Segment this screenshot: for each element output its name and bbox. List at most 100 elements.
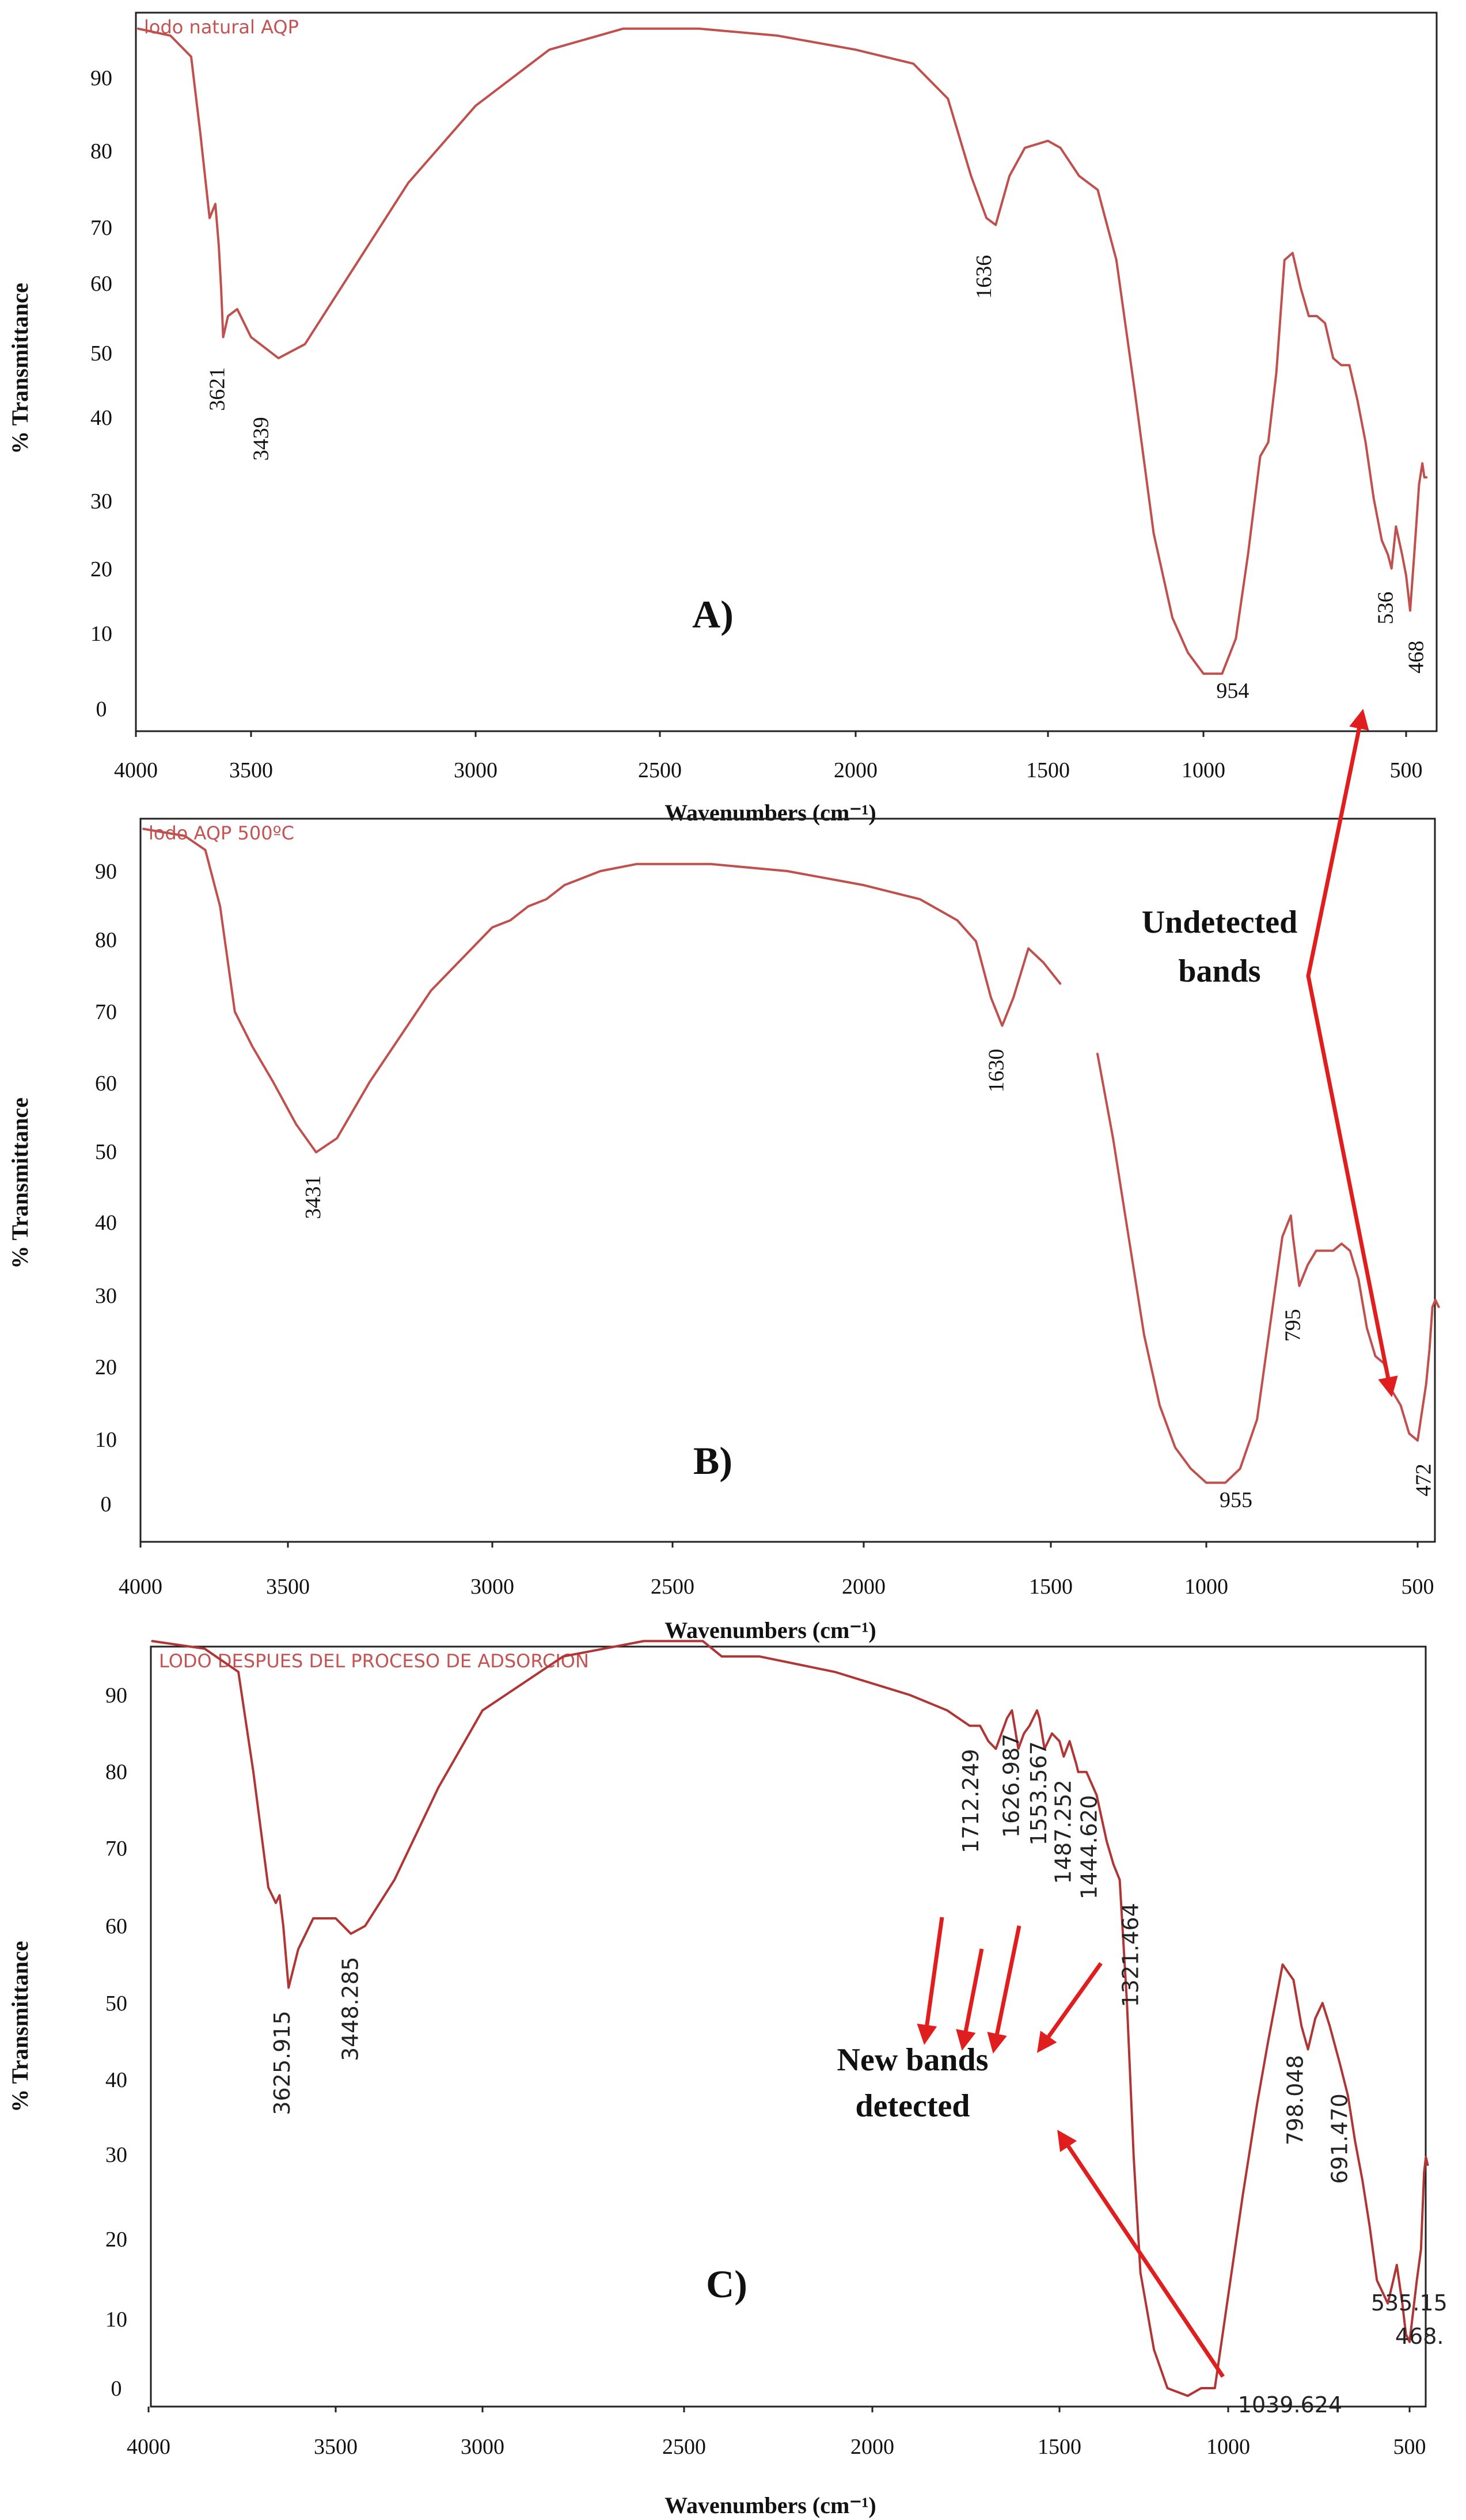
y-tick-label: 40: [105, 2068, 127, 2092]
y-axis-label: % Transmittance: [7, 1097, 33, 1268]
y-tick-label: 40: [90, 406, 112, 430]
peak-label: 1553.567: [1026, 1741, 1051, 1845]
y-tick-label: 0: [101, 1492, 112, 1516]
peak-label: 3448.285: [337, 1957, 363, 2061]
x-tick-label: 500: [1390, 758, 1423, 782]
undetected-bands-note: Undetected bands: [1142, 709, 1398, 1397]
spectrum-line-c-0: [151, 1640, 1429, 2397]
note-new-bands-line2: detected: [855, 2088, 970, 2124]
peak-label: 795: [1281, 1309, 1305, 1341]
panel-label: C): [706, 2262, 747, 2306]
x-tick-label: 4000: [114, 758, 158, 782]
spectrum-line-b-1: [1096, 1052, 1440, 1484]
x-tick-label: 3500: [229, 758, 273, 782]
x-tick-label: 3000: [454, 758, 497, 782]
y-tick-label: 70: [105, 1837, 127, 1861]
peak-label: 798.048: [1282, 2055, 1308, 2145]
y-tick-label: 80: [90, 139, 112, 164]
peak-label: 468.: [1395, 2324, 1444, 2349]
x-tick-label: 1000: [1182, 758, 1225, 782]
x-axis-label: Wavenumbers (cm⁻¹): [664, 2492, 876, 2518]
y-tick-label: 80: [95, 928, 117, 952]
y-tick-label: 30: [105, 2143, 127, 2167]
undetected-bands-arrow: [1306, 709, 1398, 1397]
y-axis-label: % Transmittance: [7, 283, 33, 454]
peak-label: 3625.915: [269, 2010, 295, 2115]
panel-label: A): [692, 592, 734, 636]
spectrum-line-b-0: [142, 827, 1062, 1154]
peak-label: 691.470: [1327, 2093, 1352, 2184]
y-tick-label: 30: [90, 489, 112, 514]
x-tick-label: 3500: [266, 1575, 310, 1599]
new-band-arrow-2: [956, 1948, 984, 2051]
y-tick-label: 0: [96, 697, 107, 721]
peak-label: 1630: [985, 1049, 1009, 1093]
new-band-arrow-3: [987, 1925, 1021, 2054]
x-tick-label: 4000: [119, 1575, 162, 1599]
peak-label: 1321.464: [1118, 1903, 1144, 2007]
y-tick-label: 20: [95, 1355, 117, 1379]
y-tick-label: 90: [105, 1683, 127, 1708]
new-bands-note: New bands detected: [837, 1917, 1225, 2378]
y-tick-label: 10: [105, 2308, 127, 2332]
plot-frame-c: [150, 1645, 1427, 2408]
y-tick-label: 70: [90, 216, 112, 240]
peak-label: 536: [1374, 591, 1398, 624]
peak-label: 1487.252: [1050, 1780, 1076, 1884]
plot-frame-b: [139, 818, 1436, 1543]
peak-label: 468: [1404, 641, 1429, 674]
peak-label: 1636: [972, 255, 996, 299]
peak-label: 3439: [249, 417, 274, 461]
panel-b: 0 10 20 30 40 50 60 70 80 90 4000 3500 3000 2500 2000 1…: [7, 818, 1440, 1643]
spectrum-title: LODO DESPUES DEL PROCESO DE ADSORCION: [159, 1650, 589, 1672]
panel-c: 0 10 20 30 40 50 60 70 80 90 4000 3500 3000 2500 2000 1…: [7, 1640, 1448, 2518]
y-tick-label: 50: [90, 341, 112, 366]
x-tick-label: 2000: [842, 1575, 886, 1599]
peak-label: 535.15: [1371, 2290, 1448, 2316]
y-tick-label: 60: [105, 1914, 127, 1939]
peak-label: 472: [1412, 1464, 1436, 1496]
x-tick-label: 3500: [314, 2435, 358, 2459]
y-tick-label: 0: [111, 2377, 122, 2401]
spectrum-line-a-0: [137, 27, 1428, 675]
y-tick-label: 50: [95, 1140, 117, 1164]
peak-label: 1444.620: [1076, 1795, 1102, 1899]
y-tick-label: 30: [95, 1284, 117, 1308]
x-tick-label: 1000: [1206, 2435, 1250, 2459]
x-tick-label: 500: [1393, 2435, 1426, 2459]
panel-a: 0 10 20 30 40 50 60 70 80 90 4000 3500 3000 2500 2000 1…: [7, 12, 1438, 826]
y-tick-label: 10: [95, 1428, 117, 1452]
note-undetected-line1: Undetected: [1142, 904, 1298, 940]
y-tick-label: 60: [95, 1071, 117, 1096]
x-tick-label: 1500: [1029, 1575, 1073, 1599]
new-band-arrow-1: [917, 1917, 944, 2045]
new-band-arrow-4: [1036, 1962, 1103, 2053]
peak-label: 1626.987: [998, 1734, 1024, 1838]
y-tick-label: 60: [90, 272, 112, 296]
y-tick-label: 80: [105, 1760, 127, 1784]
x-tick-label: 500: [1402, 1575, 1434, 1599]
plot-frame-a: [135, 12, 1438, 732]
y-tick-label: 10: [90, 622, 112, 646]
peak-label: 954: [1216, 679, 1249, 703]
x-tick-label: 4000: [127, 2435, 170, 2459]
x-tick-label: 2500: [662, 2435, 706, 2459]
peak-label: 1712.249: [958, 1749, 983, 1853]
y-tick-label: 90: [90, 66, 112, 90]
x-tick-label: 1500: [1038, 2435, 1081, 2459]
y-axis-label: % Transmittance: [7, 1941, 33, 2112]
x-tick-label: 1000: [1184, 1575, 1228, 1599]
x-tick-label: 3000: [461, 2435, 504, 2459]
x-tick-label: 2000: [850, 2435, 894, 2459]
peak-label: 1039.624: [1238, 2392, 1342, 2418]
note-undetected-line2: bands: [1178, 953, 1260, 989]
new-band-arrow-5: [1057, 2130, 1225, 2378]
y-tick-label: 50: [105, 1991, 127, 2016]
panel-label: B): [693, 1439, 732, 1483]
peak-label: 3431: [301, 1175, 325, 1219]
x-tick-label: 3000: [470, 1575, 514, 1599]
x-tick-label: 2500: [638, 758, 682, 782]
y-tick-label: 40: [95, 1211, 117, 1235]
x-tick-label: 2000: [834, 758, 878, 782]
